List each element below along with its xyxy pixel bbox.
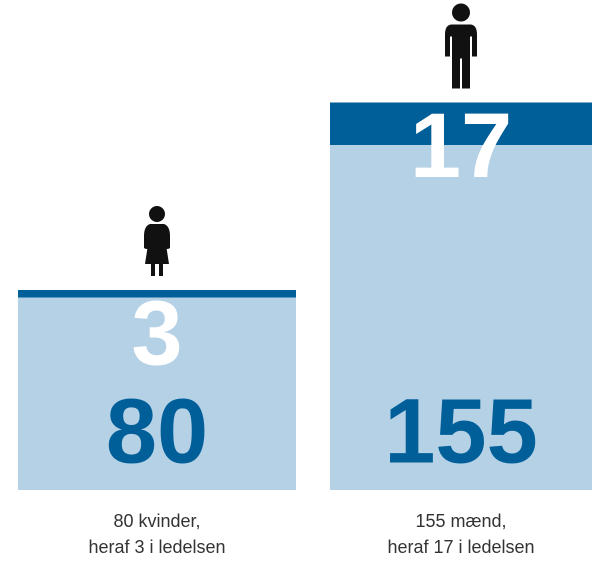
- caption: heraf 17 i ledelsen: [387, 537, 534, 557]
- management-label: 17: [410, 95, 512, 197]
- total-label: 155: [384, 380, 538, 482]
- caption: 155 mænd,: [415, 511, 506, 531]
- management-bar: [330, 102, 592, 145]
- management-bar: [18, 290, 296, 298]
- total-label: 80: [106, 380, 208, 482]
- woman-icon: [144, 206, 170, 276]
- man-icon: [445, 3, 477, 89]
- caption: heraf 3 i ledelsen: [88, 537, 225, 557]
- caption: 80 kvinder,: [113, 511, 200, 531]
- management-label: 3: [131, 282, 182, 384]
- total-bar: [330, 102, 592, 490]
- total-bar: [18, 290, 296, 490]
